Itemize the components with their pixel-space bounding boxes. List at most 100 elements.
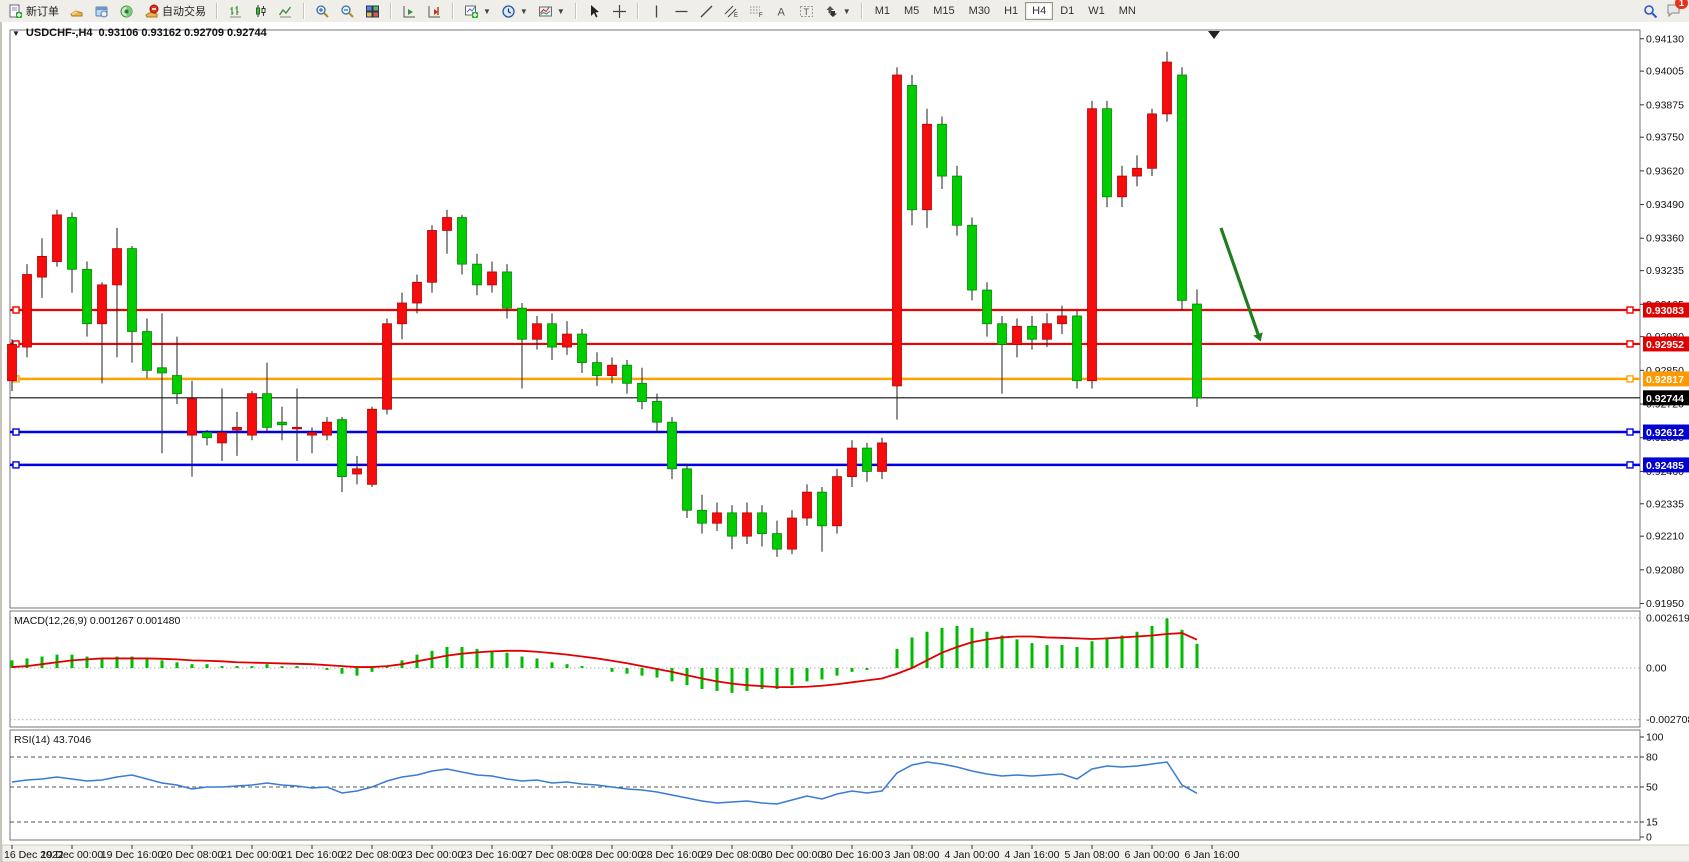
horizontal-line-button[interactable] — [669, 2, 694, 21]
line-handle[interactable] — [1626, 340, 1634, 348]
arrows-button[interactable]: ▼ — [819, 2, 856, 21]
fibonacci-button[interactable]: F — [744, 2, 769, 21]
candle-body — [772, 533, 782, 550]
price-tag-value: 0.93083 — [1646, 305, 1684, 317]
line-handle[interactable] — [1626, 375, 1634, 383]
horizontal-level-line[interactable] — [10, 461, 1640, 469]
data-window-button[interactable] — [114, 2, 139, 21]
chart-shift-marker[interactable] — [1208, 31, 1220, 39]
candle-body — [817, 491, 827, 527]
timeframe-m5[interactable]: M5 — [903, 5, 920, 17]
annotation-arrow[interactable] — [1219, 227, 1263, 342]
candle-body — [1192, 303, 1202, 399]
candle-body — [442, 217, 452, 231]
line-handle[interactable] — [1626, 461, 1634, 469]
notification-badge: 1 — [1674, 0, 1688, 9]
timeframe-group: M1 M5 M15 M30 H1 H4 D1 W1 MN — [865, 0, 1146, 22]
crosshair-button[interactable] — [607, 2, 632, 21]
timeframe-h4[interactable]: H4 — [1025, 2, 1054, 20]
timeframe-m15[interactable]: M15 — [933, 5, 955, 17]
cursor-button[interactable] — [582, 2, 607, 21]
auto-trading-button[interactable]: 自动交易 — [139, 1, 211, 21]
price-tag: 0.92744 — [1643, 390, 1689, 406]
bar-chart-button[interactable] — [223, 2, 248, 21]
candle-body — [577, 333, 587, 363]
tile-windows-button[interactable] — [360, 2, 385, 21]
line-handle[interactable] — [1626, 428, 1634, 436]
date-label: 23 Dec 00:00 — [401, 849, 464, 861]
rsi-axis-label: 15 — [1646, 817, 1658, 829]
candle-body — [22, 274, 32, 348]
period-button[interactable]: ▼ — [496, 2, 533, 21]
candle-body — [1162, 61, 1172, 115]
candle-body — [1057, 315, 1067, 325]
timeframe-mn[interactable]: MN — [1118, 5, 1136, 17]
date-label: 28 Dec 00:00 — [581, 849, 644, 861]
candle-body — [172, 375, 182, 395]
line-handle[interactable] — [12, 461, 20, 469]
trendline-button[interactable] — [694, 2, 719, 21]
chart-shift-button[interactable] — [397, 2, 422, 21]
candle-body — [67, 217, 77, 270]
line-chart-button[interactable] — [273, 2, 298, 21]
main-chart: 0.94130 0.94005 0.93875 0.93750 0.93620 0.934… — [2, 29, 1689, 862]
candle-body — [37, 255, 47, 278]
candle-body — [997, 323, 1007, 345]
candle-body — [967, 224, 977, 291]
text-button[interactable]: A — [769, 2, 794, 21]
notifications-button[interactable]: 1 — [1666, 0, 1688, 20]
new-chart-button[interactable]: ▼ — [459, 2, 496, 21]
candle-body — [322, 421, 332, 436]
navigator-button[interactable] — [89, 2, 114, 21]
candle-body — [397, 302, 407, 325]
text-label-button[interactable]: T — [794, 2, 819, 21]
line-handle[interactable] — [12, 428, 20, 436]
toolbar-separator — [574, 3, 577, 19]
rsi-axis-label: 50 — [1646, 782, 1658, 794]
candle-body — [532, 323, 542, 340]
candle-body — [97, 284, 107, 325]
price-axis-label: 0.93875 — [1646, 99, 1684, 111]
template-button[interactable]: ▼ — [533, 2, 570, 21]
candle-body — [292, 426, 302, 430]
cursor-icon — [587, 4, 602, 19]
price-axis-label: 0.93490 — [1646, 199, 1684, 211]
market-watch-button[interactable] — [64, 2, 89, 21]
candle-body — [877, 442, 887, 472]
vertical-line-button[interactable] — [644, 2, 669, 21]
macd-axis-label: 0.002619 — [1646, 612, 1689, 624]
equidistant-channel-button[interactable]: E — [719, 2, 744, 21]
clock-icon — [501, 4, 516, 19]
date-label: 30 Dec 00:00 — [761, 849, 824, 861]
macd-axis-label: 0.00 — [1646, 663, 1667, 675]
line-handle[interactable] — [12, 306, 20, 314]
timeframe-m30[interactable]: M30 — [968, 5, 991, 17]
price-axis-label: 0.92335 — [1646, 498, 1684, 510]
macd-label: MACD(12,26,9) 0.001267 0.001480 — [14, 615, 181, 627]
horizontal-level-line[interactable] — [10, 306, 1640, 314]
template-icon — [538, 4, 553, 19]
zoom-out-button[interactable] — [335, 2, 360, 21]
candle-body — [157, 367, 167, 374]
market-watch-icon — [69, 4, 84, 19]
timeframe-m1[interactable]: M1 — [874, 5, 890, 17]
candle-body — [1132, 167, 1142, 177]
line-handle[interactable] — [1626, 306, 1634, 314]
zoom-in-button[interactable] — [310, 2, 335, 21]
search-icon[interactable] — [1643, 4, 1658, 19]
price-tag-value: 0.92485 — [1646, 460, 1684, 472]
data-window-icon — [119, 4, 134, 19]
chevron-down-icon: ▼ — [12, 28, 20, 38]
horizontal-line-icon — [674, 4, 689, 19]
candle-body — [52, 214, 62, 262]
timeframe-w1[interactable]: W1 — [1088, 5, 1105, 17]
new-order-button[interactable]: 新订单 — [3, 1, 64, 21]
timeframe-d1[interactable]: D1 — [1060, 5, 1075, 17]
timeframe-h1[interactable]: H1 — [1004, 5, 1019, 17]
chart-title[interactable]: ▼ USDCHF-,H4 0.93106 0.93162 0.92709 0.9… — [12, 27, 267, 39]
chart-autoscroll-button[interactable] — [422, 2, 447, 21]
arrow-shaft[interactable] — [1219, 227, 1260, 335]
candlestick-chart-button[interactable] — [248, 2, 273, 21]
candle-body — [1177, 74, 1187, 301]
